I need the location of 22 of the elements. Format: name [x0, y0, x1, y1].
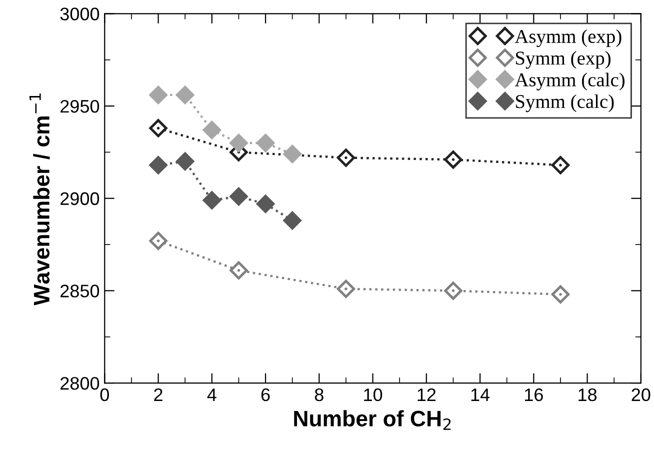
- legend-label: Asymm (exp): [514, 29, 622, 48]
- x-tick-label: 14: [471, 388, 490, 401]
- y-tick-label: 2800: [60, 376, 100, 390]
- x-tick-label: 2: [154, 388, 162, 401]
- y-tick-label: 3000: [60, 8, 100, 20]
- y-tick-label: 2950: [60, 100, 100, 113]
- x-tick-label: 10: [364, 388, 382, 402]
- x-tick-label: 6: [261, 388, 270, 402]
- y-tick-label: 2850: [60, 284, 100, 298]
- x-tick-label: 18: [578, 388, 597, 402]
- legend-label: Symm (calc): [516, 94, 614, 112]
- x-tick-label: 16: [525, 388, 543, 402]
- x-axis-title: Number of CH$_{2}$: [294, 410, 451, 430]
- x-tick-label: 20: [632, 388, 650, 402]
- y-axis-title: Wavenumber / cm$^{−1}$: [29, 93, 50, 306]
- x-tick-label: 12: [418, 388, 436, 401]
- legend-label: Asymm (calc): [514, 72, 625, 90]
- legend-label: Symm (exp): [516, 51, 610, 69]
- x-tick-label: 8: [314, 388, 324, 402]
- y-tick-label: 2900: [60, 192, 100, 206]
- x-tick-label: 0: [100, 388, 109, 402]
- x-tick-label: 4: [207, 388, 216, 401]
